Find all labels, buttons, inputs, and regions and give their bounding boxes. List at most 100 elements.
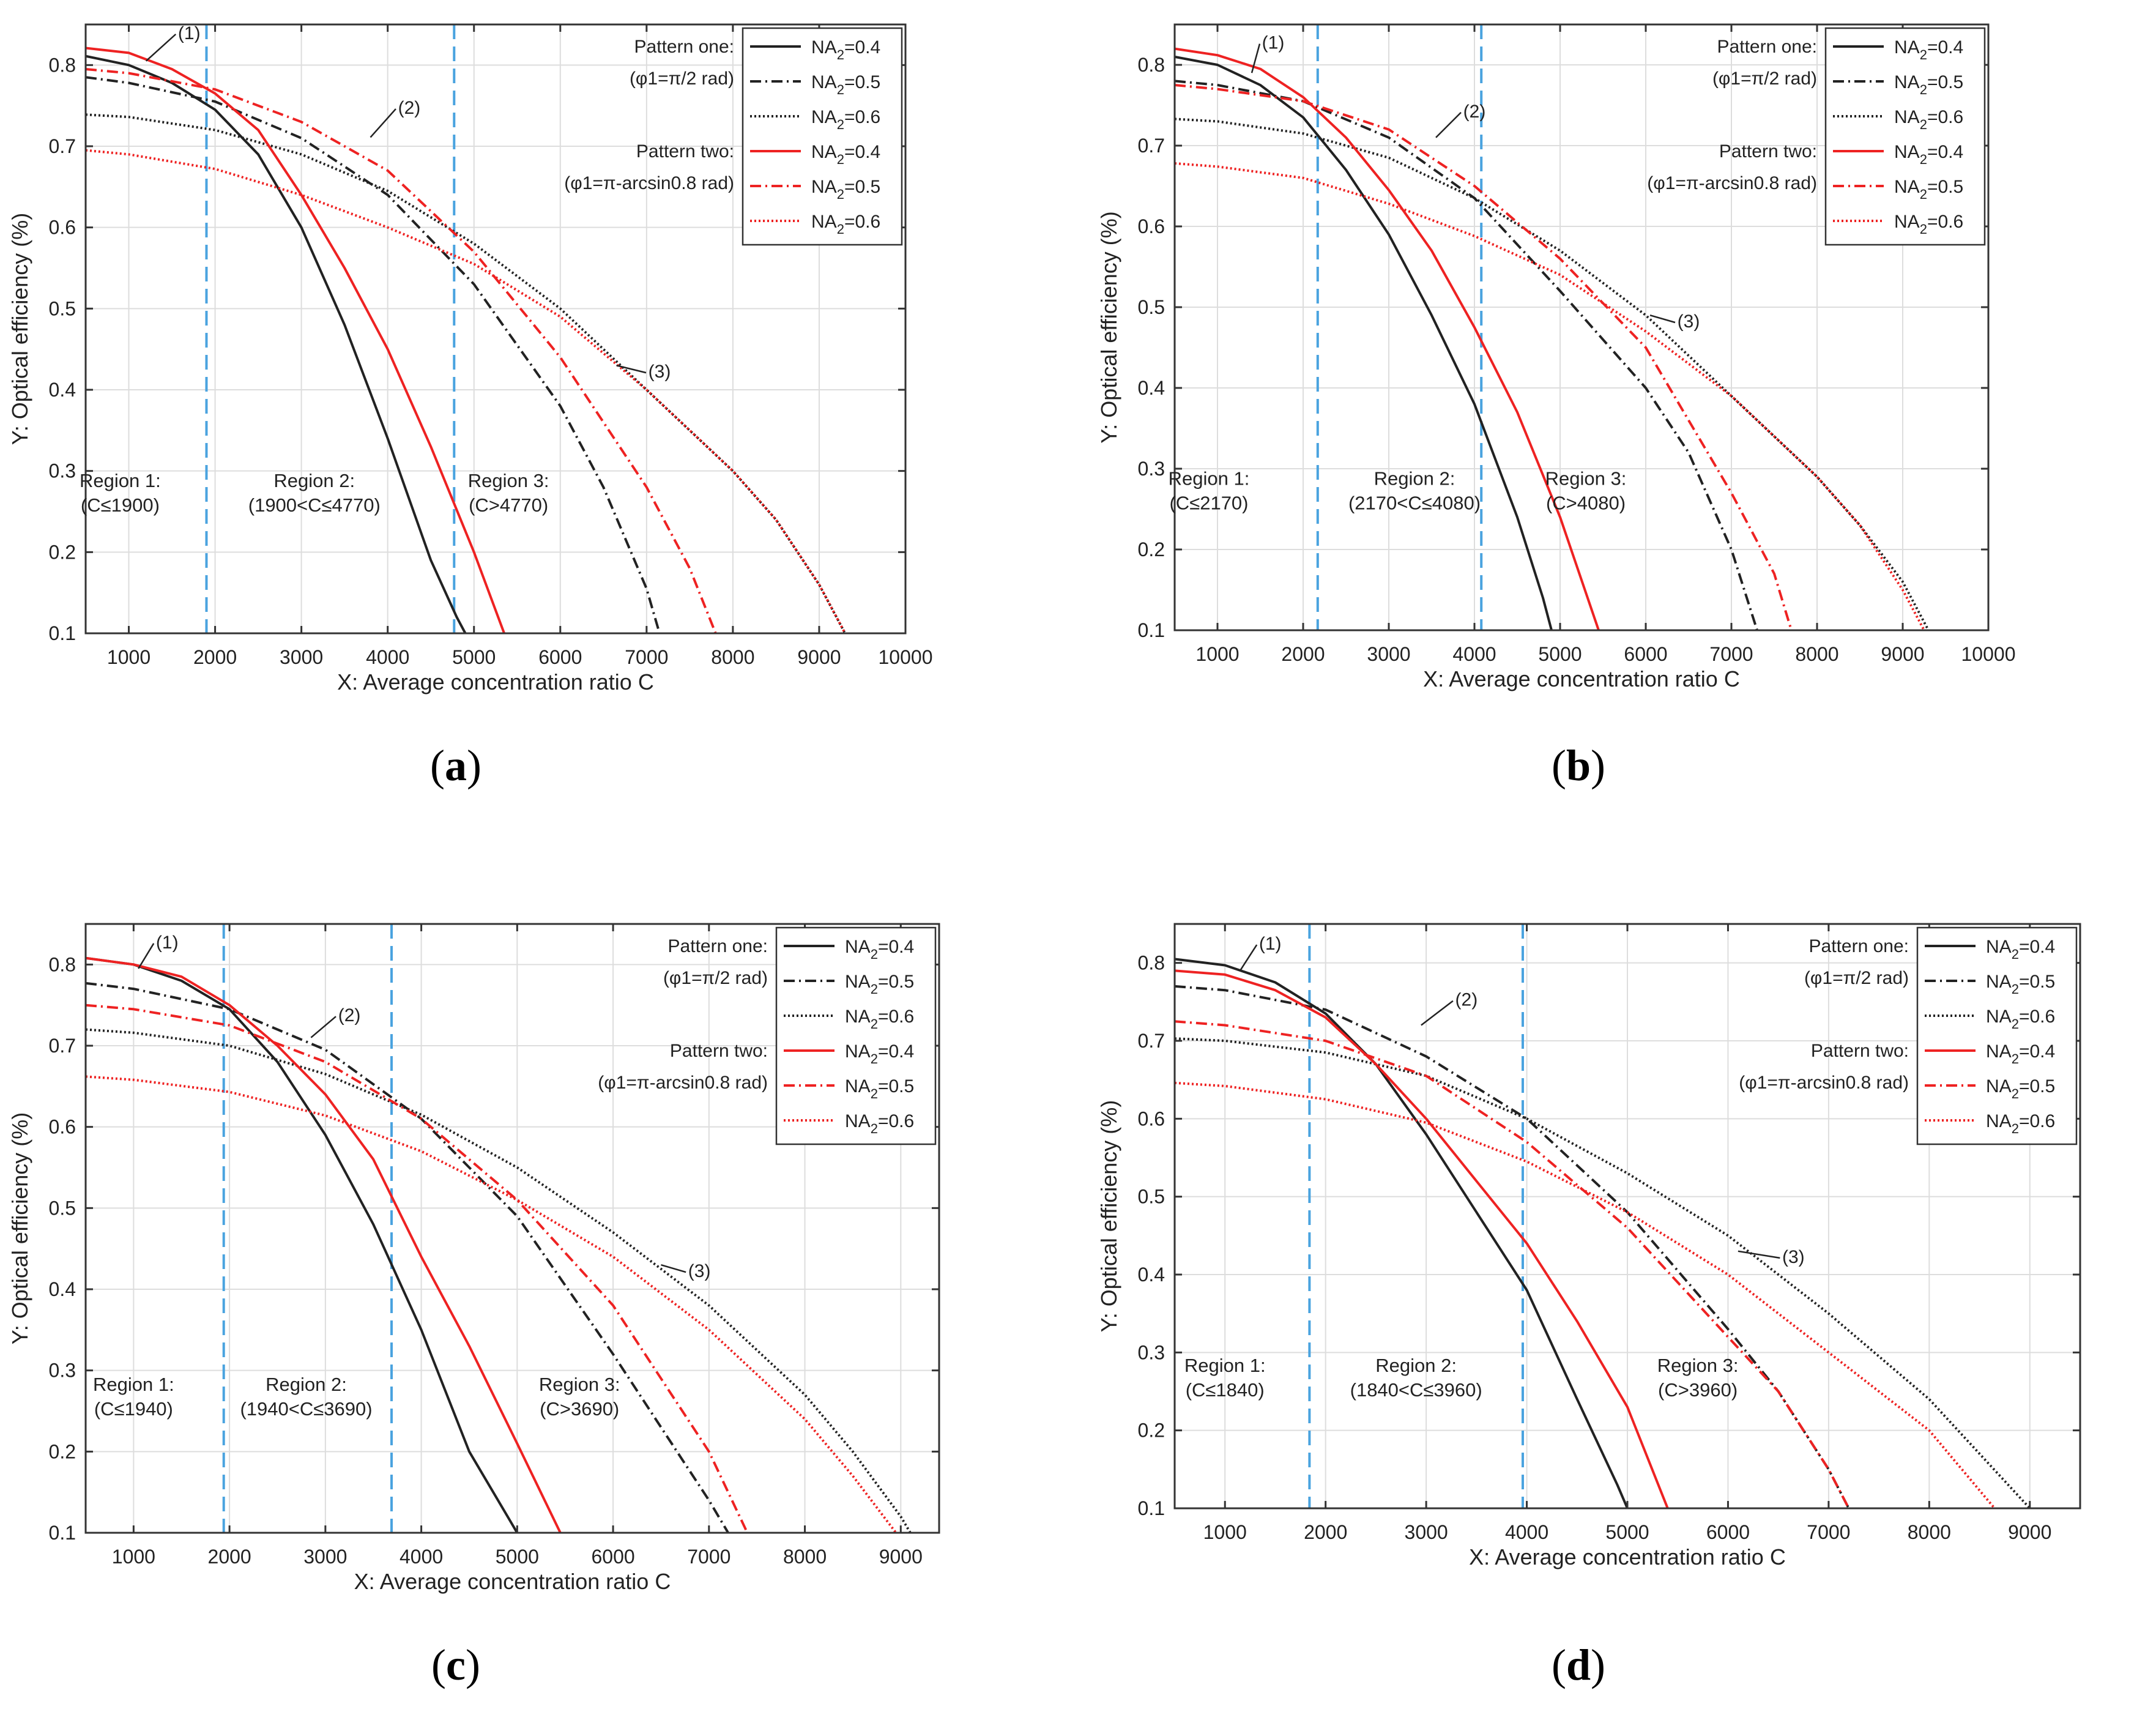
legend-label-6: NA2=0.6 <box>845 1111 914 1136</box>
y-tick-label: 0.5 <box>49 297 76 319</box>
annotation-leader-3 <box>616 364 647 374</box>
annotation-1: (1) <box>178 23 201 43</box>
y-axis-label: Y: Optical efficiency (%) <box>1096 211 1121 443</box>
legend-label-5: NA2=0.5 <box>1894 177 1963 202</box>
x-tick-label: 3000 <box>303 1546 347 1568</box>
panel-caption-b: (b) <box>1551 741 1605 790</box>
region-2-range: (2170<C≤4080) <box>1348 492 1481 513</box>
region-2-range: (1940<C≤3690) <box>240 1398 372 1420</box>
legend-box <box>742 27 903 246</box>
region-2-range: (1840<C≤3960) <box>1350 1379 1482 1401</box>
panel-caption-letter: b <box>1566 741 1591 790</box>
plot-frame <box>1173 23 1990 631</box>
x-tick-label: 4000 <box>1505 1521 1548 1543</box>
region-2-label: Region 2: <box>266 1374 347 1395</box>
region-3-range: (C>4080) <box>1546 492 1626 513</box>
series-line-6 <box>86 149 847 633</box>
annotation-3: (3) <box>1678 311 1700 332</box>
chart-panel-b: 1000 2000 3000 4000 5000 6000 7000 8000 9000 1000… <box>1096 23 2016 691</box>
series-line-1 <box>86 54 467 633</box>
series-line-3 <box>86 1028 912 1533</box>
y-tick-label: 0.7 <box>1138 135 1165 157</box>
x-tick-label: 7000 <box>1709 643 1753 665</box>
x-tick-label: 5000 <box>496 1546 539 1568</box>
region-1-label: Region 1: <box>93 1374 174 1395</box>
annotation-2: (2) <box>1455 990 1478 1010</box>
legend-box <box>775 926 937 1145</box>
y-axis-label: Y: Optical efficiency (%) <box>7 213 32 445</box>
region-3-label: Region 3: <box>1657 1355 1739 1376</box>
y-tick-label: 0.4 <box>1138 1264 1165 1286</box>
annotation-leader-1 <box>1239 944 1258 972</box>
legend: NA2=0.4 NA2=0.5 NA2=0.6 NA2=0.4 NA2=0.5 NA2=0… <box>598 926 937 1145</box>
series-line-5 <box>86 1003 749 1533</box>
region-2-label: Region 2: <box>1375 1355 1457 1376</box>
x-tick-label: 10000 <box>1961 643 2016 665</box>
legend-group-two-title: Pattern two: <box>636 141 734 162</box>
x-tick-label: 4000 <box>366 646 409 668</box>
region-1-label: Region 1: <box>1169 467 1250 489</box>
x-tick-label: 5000 <box>1605 1521 1649 1543</box>
y-tick-label: 0.8 <box>1138 54 1165 76</box>
x-tick-label: 5000 <box>1538 643 1582 665</box>
y-tick-label: 0.1 <box>1138 1497 1165 1519</box>
annotation-1: (1) <box>1259 934 1282 954</box>
x-tick-label: 9000 <box>797 646 841 668</box>
annotation-leader-2 <box>1421 1000 1454 1026</box>
x-tick-label: 10000 <box>879 646 933 668</box>
series-line-2 <box>86 981 729 1533</box>
region-3-range: (C>4770) <box>469 494 548 516</box>
y-tick-label: 0.1 <box>49 622 76 644</box>
region-3-range: (C>3690) <box>540 1398 619 1420</box>
annotation-1: (1) <box>156 933 179 953</box>
series-group <box>86 47 847 633</box>
legend-label-5: NA2=0.5 <box>811 177 880 202</box>
series-line-5 <box>1175 1020 1850 1508</box>
region-1-label: Region 1: <box>80 470 161 491</box>
x-tick-label: 1000 <box>112 1546 155 1568</box>
legend: NA2=0.4 NA2=0.5 NA2=0.6 NA2=0.4 NA2=0.5 NA2=0… <box>1647 27 1986 246</box>
series-line-4 <box>86 956 562 1533</box>
legend-group-two-subtitle: (φ1=π-arcsin0.8 rad) <box>598 1073 768 1093</box>
y-tick-label: 0.2 <box>49 1440 76 1462</box>
region-3-label: Region 3: <box>468 470 549 491</box>
legend-group-one-subtitle: (φ1=π/2 rad) <box>1712 69 1817 89</box>
y-tick-label: 0.6 <box>49 1116 76 1138</box>
annotation-2: (2) <box>398 98 421 118</box>
panel-caption-d: (d) <box>1551 1640 1605 1689</box>
legend-label-1: NA2=0.4 <box>845 937 914 962</box>
series-line-3 <box>86 113 847 633</box>
plot-frame <box>84 923 940 1534</box>
region-3-label: Region 3: <box>539 1374 620 1395</box>
legend-label-6: NA2=0.6 <box>1894 212 1963 237</box>
region-1-range: (C≤1840) <box>1186 1379 1265 1401</box>
region-3-range: (C>3960) <box>1658 1379 1738 1401</box>
y-tick-label: 0.6 <box>1138 1108 1165 1130</box>
x-tick-label: 7000 <box>687 1546 730 1568</box>
x-tick-label: 4000 <box>1452 643 1496 665</box>
annotation-leader-2 <box>1435 111 1462 138</box>
y-tick-label: 0.2 <box>49 541 76 563</box>
legend-box <box>1916 926 2078 1145</box>
region-2-range: (1900<C≤4770) <box>248 494 381 516</box>
region-3-label: Region 3: <box>1545 467 1627 489</box>
series-line-5 <box>86 68 717 633</box>
legend-group-one-subtitle: (φ1=π/2 rad) <box>663 968 768 988</box>
chart-panel-a: 1000 2000 3000 4000 5000 6000 7000 8000 9000 1000… <box>7 23 933 694</box>
legend-group-two-subtitle: (φ1=π-arcsin0.8 rad) <box>1647 173 1817 193</box>
legend-group-two-title: Pattern two: <box>1719 141 1817 162</box>
legend-label-3: NA2=0.6 <box>1894 107 1963 132</box>
annotation-3: (3) <box>649 362 671 382</box>
annotation-leader-2 <box>310 1016 336 1038</box>
legend-group-two-title: Pattern two: <box>670 1041 768 1061</box>
y-tick-label: 0.3 <box>1138 1341 1165 1363</box>
x-tick-label: 1000 <box>107 646 151 668</box>
y-axis-label: Y: Optical efficiency (%) <box>1096 1100 1121 1332</box>
x-tick-label: 9000 <box>879 1546 923 1568</box>
legend-group-one-title: Pattern one: <box>1717 37 1817 57</box>
legend-label-4: NA2=0.4 <box>1894 142 1963 167</box>
x-tick-label: 8000 <box>1795 643 1838 665</box>
region-1-range: (C≤1940) <box>94 1398 173 1420</box>
annotation-leader-3 <box>1649 314 1676 324</box>
